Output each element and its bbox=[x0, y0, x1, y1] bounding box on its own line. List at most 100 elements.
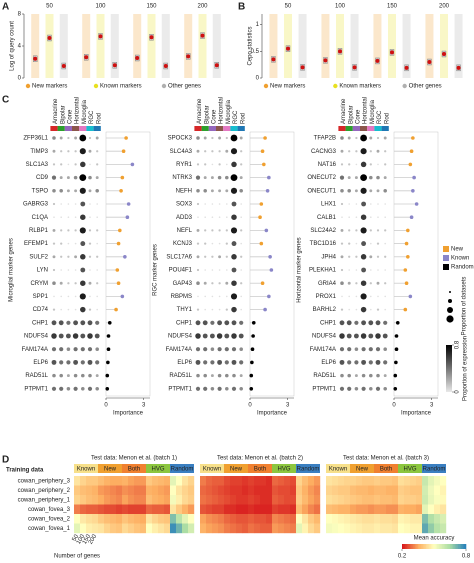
heat-cell bbox=[356, 523, 363, 534]
legend-label: New markers bbox=[32, 84, 67, 90]
heat-cell bbox=[260, 514, 267, 524]
heat-cell bbox=[284, 523, 291, 534]
expression-dot bbox=[197, 216, 199, 218]
heat-cell bbox=[278, 514, 285, 524]
heat-cell bbox=[128, 485, 135, 496]
heat-cell bbox=[404, 523, 411, 534]
x-tick-label: 0 bbox=[104, 403, 108, 409]
median bbox=[163, 64, 168, 68]
expression-dot bbox=[224, 333, 230, 339]
gene-label: BARHL2 bbox=[313, 307, 337, 313]
expression-dot bbox=[224, 320, 230, 326]
expression-dot bbox=[340, 163, 344, 166]
gene-number-label: 50 bbox=[72, 533, 81, 542]
heat-cell bbox=[248, 485, 255, 496]
heat-cell bbox=[128, 504, 135, 515]
y-tick-label: 0.5 bbox=[251, 49, 260, 55]
expression-dot bbox=[195, 175, 201, 180]
expression-dot bbox=[383, 176, 387, 180]
row-label: cowan_fovea_1 bbox=[28, 526, 71, 532]
color-bar-seg bbox=[456, 544, 459, 549]
expression-dot bbox=[196, 255, 200, 259]
expression-dot bbox=[80, 214, 86, 220]
heat-cell bbox=[230, 523, 237, 534]
importance-point bbox=[116, 241, 121, 246]
color-bar-seg bbox=[424, 544, 427, 549]
expression-dot bbox=[96, 308, 98, 311]
heat-cell bbox=[206, 476, 213, 486]
heat-cell bbox=[140, 476, 147, 486]
expression-dot bbox=[59, 347, 64, 352]
heat-cell bbox=[242, 495, 249, 505]
heat-cell bbox=[170, 514, 177, 524]
heat-cell bbox=[404, 514, 411, 524]
importance-point bbox=[251, 321, 256, 325]
cell-type-label: RGC bbox=[89, 110, 95, 124]
expression-dot bbox=[375, 347, 381, 352]
category-label: 50 bbox=[46, 4, 53, 10]
heat-cell bbox=[212, 495, 219, 505]
expression-dot bbox=[231, 359, 237, 365]
heat-cell bbox=[86, 514, 93, 524]
gene-label: CD9 bbox=[36, 175, 49, 181]
expression-dot bbox=[384, 203, 387, 205]
group-header bbox=[146, 464, 170, 473]
expression-dot bbox=[340, 268, 344, 272]
cell-type-bar bbox=[208, 126, 216, 131]
expression-dot bbox=[375, 320, 381, 326]
size-title: Proportion of datasets bbox=[462, 277, 468, 336]
expression-dot bbox=[80, 320, 86, 326]
color-bar-seg bbox=[458, 544, 460, 549]
legend-label: Random bbox=[451, 265, 474, 271]
expression-dot bbox=[361, 320, 367, 326]
gene-label: PTPMT1 bbox=[24, 386, 48, 392]
heat-cell bbox=[434, 495, 441, 505]
heat-cell bbox=[116, 495, 123, 505]
expression-dot bbox=[203, 176, 207, 180]
heat-cell bbox=[308, 523, 315, 534]
heat-cell bbox=[362, 523, 369, 534]
heat-cell bbox=[230, 495, 237, 505]
heat-cell bbox=[224, 504, 231, 515]
gene-label: NAT16 bbox=[318, 162, 337, 168]
expression-dot bbox=[339, 359, 345, 365]
expression-dot bbox=[384, 282, 387, 285]
median bbox=[214, 63, 219, 68]
heat-cell bbox=[350, 504, 357, 515]
panel-label: A bbox=[2, 2, 9, 13]
category-label: 50 bbox=[285, 4, 292, 10]
expression-dot bbox=[360, 187, 367, 194]
heat-cell bbox=[422, 485, 429, 496]
expression-dot bbox=[231, 306, 237, 313]
expression-dot bbox=[51, 320, 57, 326]
heat-cell bbox=[386, 485, 393, 496]
expression-dot bbox=[225, 242, 228, 245]
group-header bbox=[122, 464, 146, 473]
expression-dot bbox=[218, 229, 221, 232]
expression-dot bbox=[204, 216, 206, 218]
importance-frame bbox=[249, 131, 295, 397]
heat-cell bbox=[188, 485, 195, 496]
color-bar-seg bbox=[419, 544, 422, 549]
expression-dot bbox=[384, 255, 387, 258]
gene-label: RYR1 bbox=[176, 162, 193, 168]
cell-type-bar bbox=[216, 126, 224, 131]
gene-label: RBPMS bbox=[171, 294, 192, 300]
y-axis-title: RGC marker genes bbox=[153, 244, 159, 296]
violin-body bbox=[59, 14, 68, 78]
expression-dot bbox=[72, 333, 79, 339]
median bbox=[33, 56, 38, 61]
heat-cell bbox=[260, 504, 267, 515]
expression-dot bbox=[203, 347, 208, 352]
expression-dot bbox=[355, 308, 358, 311]
importance-point bbox=[126, 202, 131, 206]
heat-cell bbox=[314, 514, 321, 524]
heat-cell bbox=[428, 504, 435, 515]
expression-dot bbox=[377, 203, 379, 205]
color-bar bbox=[446, 345, 452, 392]
expression-dot bbox=[203, 189, 207, 193]
heat-cell bbox=[86, 523, 93, 534]
expression-dot bbox=[95, 136, 99, 140]
heat-cell bbox=[350, 523, 357, 534]
x-axis-title: Importance bbox=[113, 411, 144, 417]
